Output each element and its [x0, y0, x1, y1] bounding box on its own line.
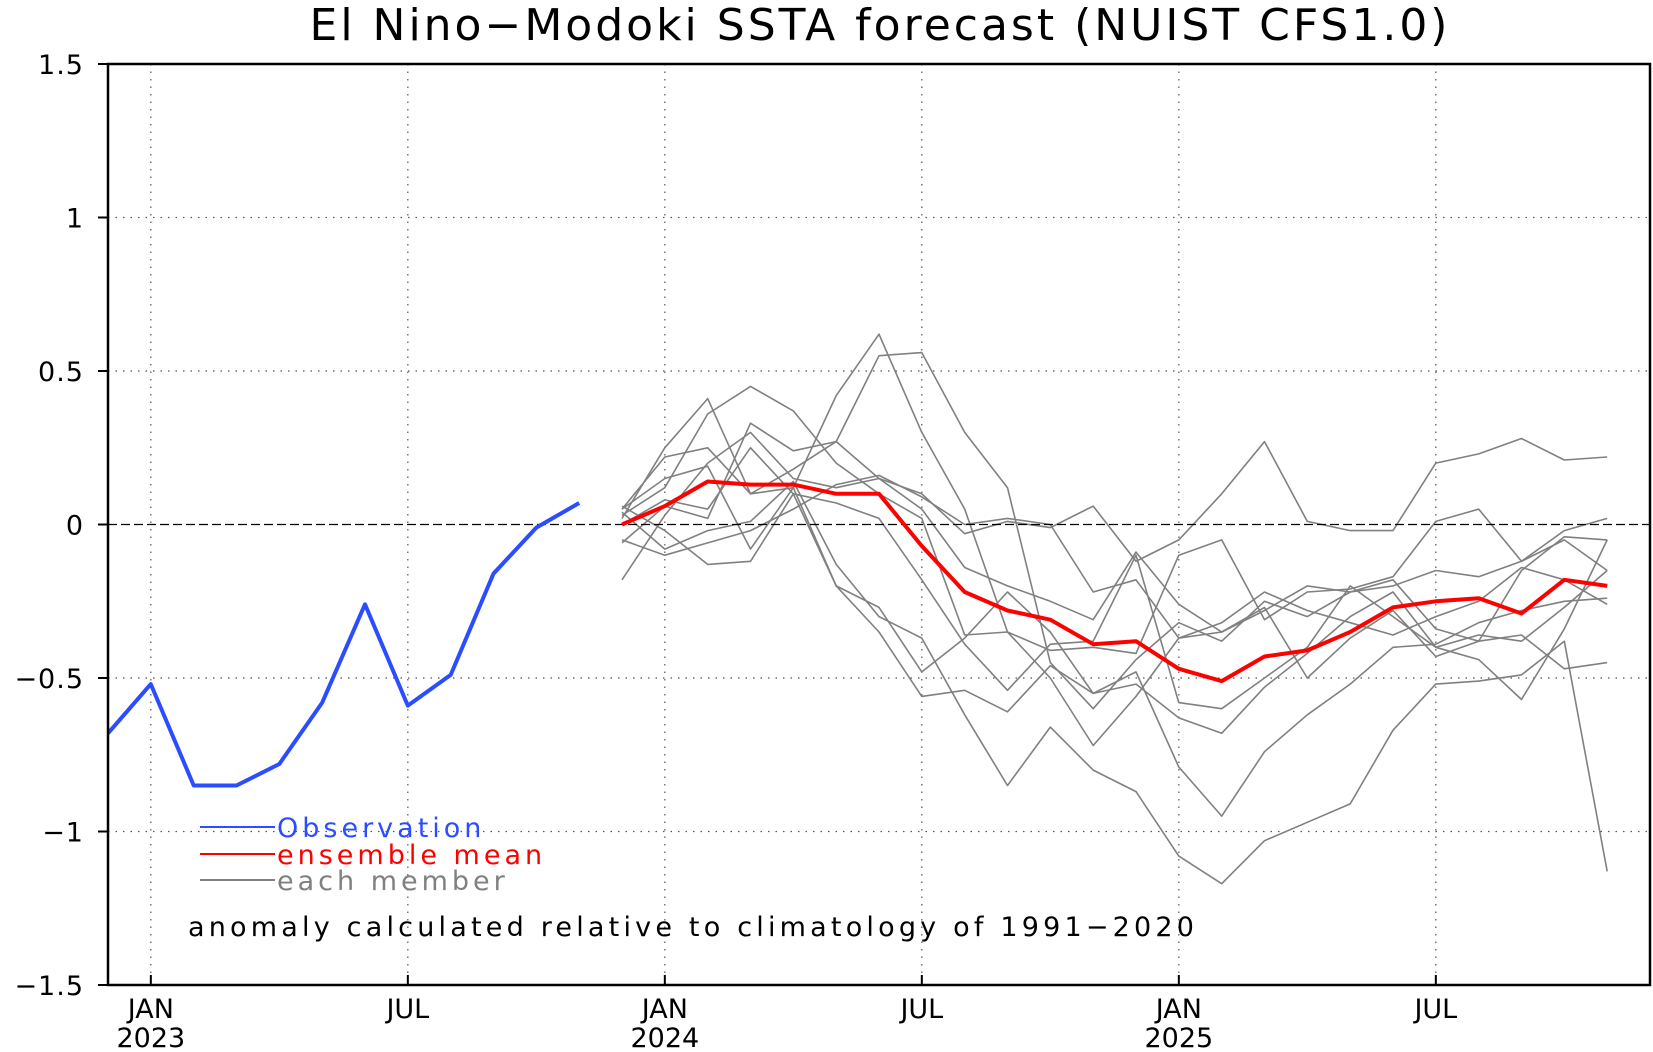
y-axis: 1.5 1 0.5 0 −0.5 −1 −1.5 [14, 50, 108, 1002]
y-tick-label: 1 [66, 204, 84, 235]
observation-line-group [106, 501, 581, 788]
x-tick-label: JAN [1154, 994, 1202, 1025]
x-tick-label: JAN [640, 994, 688, 1025]
y-tick-label: 1.5 [38, 50, 84, 81]
member-line-9 [621, 465, 1608, 817]
member-line-4 [621, 422, 1608, 563]
member-line-10 [621, 474, 1608, 639]
y-tick-label: −1.5 [14, 971, 84, 1002]
observation-line [106, 501, 581, 788]
x-tick-year-label: 2025 [1144, 1023, 1213, 1052]
member-line-6 [621, 492, 1608, 735]
y-tick-label: −0.5 [14, 664, 84, 695]
x-tick-year-label: 2023 [116, 1023, 185, 1052]
x-tick-label: JAN [126, 994, 174, 1025]
x-tick-label: JUL [384, 994, 429, 1025]
y-tick-label: −1 [42, 818, 84, 849]
y-tick-label: 0 [66, 511, 84, 542]
y-tick-label: 0.5 [38, 357, 84, 388]
member-line-3 [621, 385, 1608, 747]
legend-label: Observation [277, 813, 485, 844]
legend-label: ensemble mean [277, 840, 546, 871]
x-tick-label: JUL [898, 994, 943, 1025]
climatology-note: anomaly calculated relative to climatolo… [188, 912, 1198, 943]
member-line-1 [621, 351, 1608, 710]
x-tick-year-label: 2024 [630, 1023, 699, 1052]
ensemble-mean-line [621, 479, 1608, 684]
chart-title: El Nino−Modoki SSTA forecast (NUIST CFS1… [310, 0, 1451, 51]
member-line-8 [621, 480, 1608, 885]
x-tick-label: JUL [1412, 994, 1457, 1025]
ensemble-mean-line-group [621, 479, 1608, 684]
legend-label: each member [277, 866, 509, 897]
